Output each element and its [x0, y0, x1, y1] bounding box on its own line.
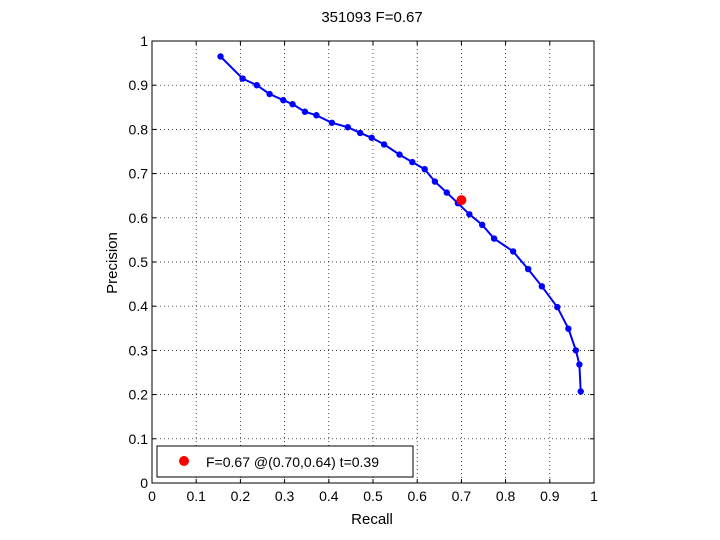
x-tick-label: 0.4: [319, 488, 339, 504]
data-point: [289, 101, 296, 108]
data-point: [554, 303, 561, 311]
data-point: [478, 221, 486, 229]
y-tick-label: 0.4: [129, 298, 149, 314]
y-tick-label: 0.1: [129, 431, 149, 447]
data-point: [301, 108, 309, 115]
x-tick-label: 0.9: [540, 488, 560, 504]
data-point: [576, 361, 583, 368]
data-point: [280, 97, 287, 104]
x-tick-label: 0.2: [231, 488, 251, 504]
data-point: [356, 129, 364, 137]
data-point: [538, 283, 546, 290]
x-tick-label: 0.3: [275, 488, 295, 504]
y-tick-label: 0.7: [129, 166, 149, 182]
legend: F=0.67 @(0.70,0.64) t=0.39: [156, 445, 414, 478]
data-point: [217, 53, 224, 60]
chart-title: 351093 F=0.67: [321, 9, 422, 26]
data-point: [421, 165, 428, 173]
legend-box: [156, 445, 414, 478]
series-layer: [217, 53, 584, 395]
data-point: [524, 265, 532, 273]
x-tick-label: 0.7: [452, 488, 472, 504]
y-tick-label: 0.6: [129, 210, 149, 226]
x-axis-title: Recall: [351, 511, 393, 528]
x-tick-label: 1: [590, 488, 598, 504]
y-tick-label: 0.2: [129, 387, 149, 403]
x-tick-label: 0: [148, 488, 156, 504]
legend-marker-highlight: [179, 456, 189, 466]
y-tick-label: 0.9: [129, 77, 149, 93]
highlight-point: [456, 195, 467, 206]
y-tick-label: 0.8: [129, 121, 149, 137]
plot-frame: [151, 40, 595, 484]
data-point: [509, 248, 517, 255]
data-point: [409, 158, 416, 166]
data-point: [380, 141, 388, 148]
data-point: [572, 347, 580, 354]
y-tick-label: 0.5: [129, 254, 149, 270]
x-tick-label: 0.6: [407, 488, 427, 504]
x-tick-label: 0.8: [496, 488, 516, 504]
data-point: [443, 189, 451, 196]
data-point: [490, 235, 498, 242]
x-tick-label: 0.1: [186, 488, 206, 504]
data-point: [466, 211, 473, 218]
data-point: [577, 388, 584, 395]
y-tick-labels: 0 0.1 0.2 0.3 0.4 0.5 0.6 0.7 0.8 0.9 1: [129, 33, 149, 491]
data-point: [344, 123, 352, 131]
data-point: [396, 151, 403, 158]
y-tick-label: 1: [140, 33, 148, 49]
x-tick-labels: 0 0.1 0.2 0.3 0.4 0.5 0.6 0.7 0.8 0.9 1: [148, 488, 598, 504]
x-tick-label: 0.5: [363, 488, 383, 504]
series-line: [219, 55, 582, 392]
y-axis-title: Precision: [104, 232, 121, 294]
data-point: [368, 134, 375, 141]
data-point: [313, 112, 320, 119]
grid-lines: [152, 41, 594, 483]
data-point: [253, 82, 260, 89]
data-point: [565, 325, 572, 332]
data-point: [328, 119, 336, 126]
data-point: [239, 75, 246, 82]
data-point: [266, 90, 273, 98]
data-point: [431, 178, 439, 185]
y-tick-label: 0: [140, 475, 148, 491]
y-tick-label: 0.3: [129, 342, 149, 358]
legend-label: F=0.67 @(0.70,0.64) t=0.39: [206, 454, 379, 470]
